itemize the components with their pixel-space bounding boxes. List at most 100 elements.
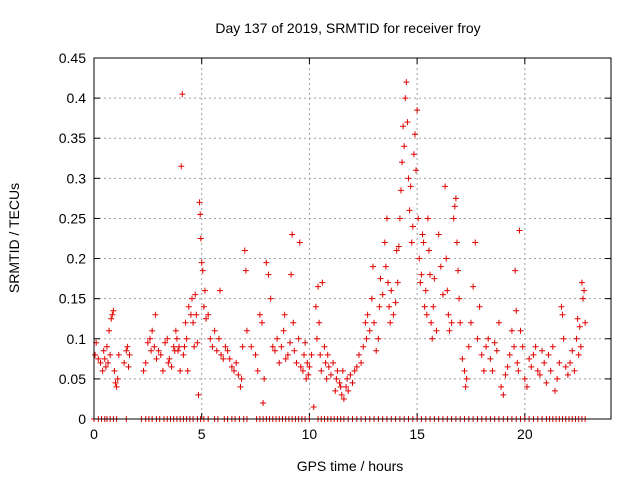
- data-point: [323, 375, 330, 382]
- data-point: [573, 335, 580, 342]
- data-point: [343, 383, 350, 390]
- data-point: [517, 327, 524, 334]
- data-point: [383, 215, 390, 222]
- data-point: [373, 347, 380, 354]
- data-point: [194, 339, 201, 346]
- data-point: [288, 271, 295, 278]
- data-point: [375, 335, 382, 342]
- data-point: [485, 335, 492, 342]
- data-point: [577, 343, 584, 350]
- data-point: [411, 131, 418, 138]
- data-point: [413, 167, 420, 174]
- data-point: [222, 343, 229, 350]
- data-point: [421, 303, 428, 310]
- data-point: [579, 295, 586, 302]
- data-point: [386, 303, 393, 310]
- data-point: [418, 271, 425, 278]
- data-point: [463, 375, 470, 382]
- data-point: [396, 215, 403, 222]
- data-point: [461, 367, 468, 374]
- data-point: [291, 347, 298, 354]
- data-point: [502, 371, 509, 378]
- data-point: [337, 383, 344, 390]
- data-point: [349, 379, 356, 386]
- data-point: [103, 343, 110, 350]
- data-point: [462, 383, 469, 390]
- data-point: [541, 359, 548, 366]
- data-point: [241, 247, 248, 254]
- data-point: [115, 351, 122, 358]
- data-point: [575, 351, 582, 358]
- data-point: [333, 375, 340, 382]
- data-point: [318, 367, 325, 374]
- data-point: [338, 391, 345, 398]
- data-point: [397, 187, 404, 194]
- data-point: [191, 343, 198, 350]
- plot-frame: [93, 57, 612, 420]
- data-point: [556, 359, 563, 366]
- data-point: [450, 215, 457, 222]
- y-axis-label: SRMTID / TECUs: [6, 183, 22, 293]
- data-point: [295, 335, 302, 342]
- data-point: [109, 311, 116, 318]
- data-point: [489, 367, 496, 374]
- data-point: [224, 347, 231, 354]
- data-point: [310, 403, 317, 410]
- data-point: [235, 371, 242, 378]
- data-point: [381, 239, 388, 246]
- data-point: [203, 315, 210, 322]
- data-point: [558, 303, 565, 310]
- data-point: [358, 359, 365, 366]
- data-point: [178, 163, 185, 170]
- data-point: [401, 143, 408, 150]
- data-point: [445, 311, 452, 318]
- data-point: [187, 311, 194, 318]
- data-point: [248, 343, 255, 350]
- x-axis-label: GPS time / hours: [297, 458, 404, 474]
- data-point: [278, 343, 285, 350]
- data-point: [387, 319, 394, 326]
- data-point: [211, 327, 218, 334]
- y-tick-label: 0.15: [59, 291, 86, 307]
- data-point: [332, 387, 339, 394]
- data-point: [393, 247, 400, 254]
- data-point: [431, 275, 438, 282]
- data-point: [500, 391, 507, 398]
- data-point: [345, 387, 352, 394]
- data-point: [92, 351, 99, 358]
- data-point: [530, 351, 537, 358]
- data-point: [388, 287, 395, 294]
- data-point: [112, 379, 119, 386]
- data-point: [121, 359, 128, 366]
- data-points: [91, 79, 589, 422]
- y-tick-label: 0: [78, 411, 86, 427]
- data-point: [303, 375, 310, 382]
- data-point: [162, 339, 169, 346]
- data-point: [532, 343, 539, 350]
- data-point: [399, 159, 406, 166]
- data-point: [282, 355, 289, 362]
- y-tick-label: 0.35: [59, 130, 86, 146]
- data-point: [424, 215, 431, 222]
- data-point: [581, 287, 588, 294]
- data-point: [429, 335, 436, 342]
- data-point: [284, 351, 291, 358]
- data-point: [576, 323, 583, 330]
- data-point: [392, 299, 399, 306]
- data-point: [420, 239, 427, 246]
- data-point: [176, 343, 183, 350]
- data-point: [351, 367, 358, 374]
- data-point: [287, 339, 294, 346]
- y-tick-label: 0.45: [59, 50, 86, 66]
- data-point: [153, 355, 160, 362]
- data-point: [495, 319, 502, 326]
- data-point: [173, 335, 180, 342]
- chart-title: Day 137 of 2019, SRMTID for receiver fro…: [215, 20, 480, 36]
- data-point: [296, 239, 303, 246]
- data-point: [265, 271, 272, 278]
- data-point: [519, 343, 526, 350]
- data-point: [269, 343, 276, 350]
- y-axis-ticks: 0 0.05 0.1 0.15 0.2 0.25 0.3 0.35 0.4 0.45: [59, 50, 611, 427]
- data-point: [197, 235, 204, 242]
- data-point: [195, 391, 202, 398]
